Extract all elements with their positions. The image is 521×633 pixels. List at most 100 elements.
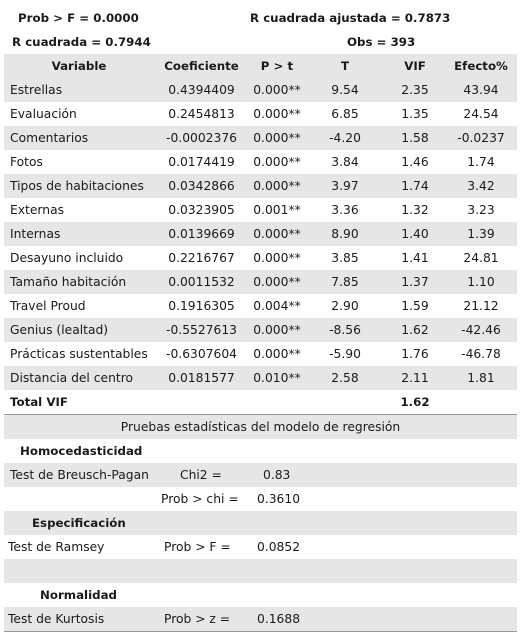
tests-title: Pruebas estadísticas del modelo de regre… (120, 420, 401, 434)
cell-t: 3.97 (331, 179, 359, 193)
total-vif-row: Total VIF 1.62 (4, 390, 517, 414)
cell-t: 3.84 (331, 155, 359, 169)
spec-heading-row: Especificación (4, 511, 517, 535)
norm-heading-row: Normalidad (4, 583, 517, 607)
cell-t: 8.90 (331, 227, 359, 241)
cell-variable: Estrellas (10, 83, 63, 97)
cell-p-value: 0.000** (253, 347, 301, 361)
table-row: Externas 0.0323905 0.001** 3.36 1.32 3.23 (4, 198, 517, 222)
kurtosis-label: Test de Kurtosis (8, 612, 105, 626)
breusch-pagan-label: Test de Breusch-Pagan (10, 468, 149, 482)
cell-variable: Distancia del centro (10, 371, 134, 385)
col-header-effect: Efecto% (454, 59, 508, 73)
cell-t: 2.58 (331, 371, 359, 385)
cell-vif: 1.41 (401, 251, 429, 265)
cell-p-value: 0.004** (253, 299, 301, 313)
chi2-label: Chi2 = (180, 468, 222, 482)
cell-variable: Prácticas sustentables (10, 347, 148, 361)
cell-coefficient: -0.6307604 (166, 347, 237, 361)
cell-coefficient: 0.1916305 (168, 299, 235, 313)
cell-variable: Genius (lealtad) (10, 323, 109, 337)
cell-effect: -42.46 (461, 323, 501, 337)
cell-coefficient: 0.2454813 (168, 107, 235, 121)
cell-variable: Tamaño habitación (10, 275, 127, 289)
cell-t: -5.90 (329, 347, 361, 361)
cell-p-value: 0.000** (253, 107, 301, 121)
r2-summary: R cuadrada = 0.7944 (12, 35, 151, 49)
cell-variable: Tipos de habitaciones (10, 179, 144, 193)
cell-p-value: 0.000** (253, 323, 301, 337)
r2-adjusted-summary: R cuadrada ajustada = 0.7873 (250, 11, 451, 25)
cell-variable: Travel Proud (10, 299, 86, 313)
summary-row-1: Prob > F = 0.0000 R cuadrada ajustada = … (4, 6, 517, 30)
ramsey-label: Test de Ramsey (8, 540, 105, 554)
col-header-variable: Variable (51, 59, 107, 73)
table-row: Travel Proud 0.1916305 0.004** 2.90 1.59 21.1… (4, 294, 517, 318)
ramsey-prob-label: Prob > F = (164, 540, 231, 554)
cell-effect: 3.23 (467, 203, 495, 217)
kurtosis-row: Test de Kurtosis Prob > z = 0.1688 (4, 607, 517, 631)
cell-variable: Internas (10, 227, 61, 241)
cell-coefficient: 0.0139669 (168, 227, 235, 241)
cell-effect: -46.78 (461, 347, 501, 361)
cell-vif: 1.35 (401, 107, 429, 121)
total-vif-value: 1.62 (400, 395, 430, 409)
cell-p-value: 0.000** (253, 251, 301, 265)
divider (4, 414, 517, 415)
cell-vif: 1.76 (401, 347, 429, 361)
tests-title-row: Pruebas estadísticas del modelo de regre… (4, 415, 517, 439)
obs-summary: Obs = 393 (347, 35, 416, 49)
cell-vif: 1.74 (401, 179, 429, 193)
col-header-t: T (340, 59, 350, 73)
total-vif-label: Total VIF (10, 395, 68, 409)
cell-effect: -0.0237 (457, 131, 505, 145)
cell-p-value: 0.000** (253, 131, 301, 145)
cell-vif: 2.11 (401, 371, 429, 385)
cell-coefficient: 0.0011532 (168, 275, 235, 289)
cell-effect: 1.39 (467, 227, 495, 241)
table-row: Desayuno incluido 0.2216767 0.000** 3.85 1.4… (4, 246, 517, 270)
table-row: Fotos 0.0174419 0.000** 3.84 1.46 1.74 (4, 150, 517, 174)
homo-heading: Homocedasticidad (20, 444, 143, 458)
cell-variable: Externas (10, 203, 65, 217)
cell-t: -8.56 (329, 323, 361, 337)
table-row: Tipos de habitaciones 0.0342866 0.000** 3.9… (4, 174, 517, 198)
cell-vif: 1.58 (401, 131, 429, 145)
spec-heading: Especificación (32, 516, 126, 530)
cell-coefficient: -0.5527613 (166, 323, 237, 337)
divider (4, 631, 517, 632)
cell-t: 2.90 (331, 299, 359, 313)
cell-variable: Desayuno incluido (10, 251, 124, 265)
cell-t: 3.85 (331, 251, 359, 265)
col-header-vif: VIF (404, 59, 426, 73)
cell-vif: 1.62 (401, 323, 429, 337)
cell-t: 6.85 (331, 107, 359, 121)
chi2-value: 0.83 (263, 468, 291, 482)
cell-effect: 1.74 (467, 155, 495, 169)
cell-effect: 1.81 (467, 371, 495, 385)
cell-vif: 1.46 (401, 155, 429, 169)
cell-coefficient: 0.0323905 (168, 203, 235, 217)
cell-t: 3.36 (331, 203, 359, 217)
cell-effect: 3.42 (467, 179, 495, 193)
table-row: Comentarios -0.0002376 0.000** -4.20 1.58 -0.… (4, 126, 517, 150)
cell-variable: Fotos (10, 155, 43, 169)
table-row: Estrellas 0.4394409 0.000** 9.54 2.35 43.94 (4, 78, 517, 102)
cell-p-value: 0.000** (253, 83, 301, 97)
table-row: Internas 0.0139669 0.000** 8.90 1.40 1.39 (4, 222, 517, 246)
cell-effect: 24.54 (463, 107, 499, 121)
cell-p-value: 0.010** (253, 371, 301, 385)
cell-t: -4.20 (329, 131, 361, 145)
cell-t: 9.54 (331, 83, 359, 97)
col-header-p: P > t (260, 59, 294, 73)
cell-vif: 1.59 (401, 299, 429, 313)
cell-p-value: 0.001** (253, 203, 301, 217)
cell-p-value: 0.000** (253, 275, 301, 289)
cell-p-value: 0.000** (253, 179, 301, 193)
table-row: Evaluación 0.2454813 0.000** 6.85 1.35 24.54 (4, 102, 517, 126)
norm-heading: Normalidad (40, 588, 117, 602)
table-row: Prácticas sustentables -0.6307604 0.000** -… (4, 342, 517, 366)
cell-p-value: 0.000** (253, 227, 301, 241)
table-row: Genius (lealtad) -0.5527613 0.000** -8.56 1.… (4, 318, 517, 342)
cell-variable: Comentarios (10, 131, 89, 145)
